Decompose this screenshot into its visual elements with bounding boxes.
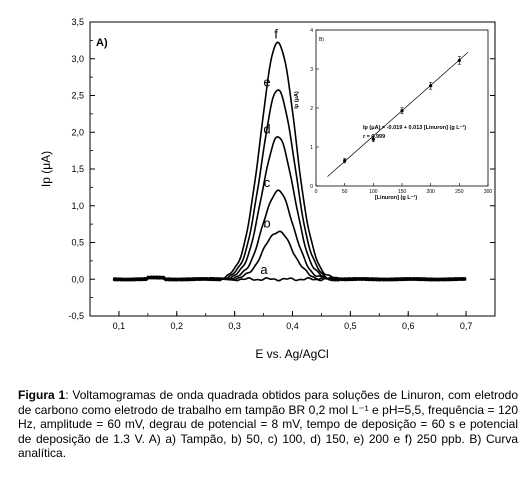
inset-data-point xyxy=(429,84,433,88)
y-tick-label: -0,5 xyxy=(68,311,84,321)
x-tick-label: 0,2 xyxy=(171,321,184,331)
x-tick-label: 0,7 xyxy=(460,321,473,331)
curve-c xyxy=(112,189,467,282)
inset-y-tick-label: 1 xyxy=(310,145,313,151)
x-tick-label: 0,3 xyxy=(228,321,241,331)
inset-y-tick-label: 3 xyxy=(310,67,313,73)
inset-data-point xyxy=(343,159,347,163)
main-axis-ticks: 0,1 0,2 0,3 0,4 0,5 0,6 0,7 -0,5 0,0 0,5 1,0 1,5 2,0… xyxy=(68,17,496,331)
figure-caption: Figura 1: Voltamogramas de onda quadrada… xyxy=(18,388,518,461)
inset-x-tick-label: 0 xyxy=(315,189,318,195)
y-tick-label: 0,5 xyxy=(71,238,84,248)
inset-y-tick-label: 0 xyxy=(310,184,313,190)
inset-x-tick-label: 50 xyxy=(342,189,348,195)
x-tick-label: 0,4 xyxy=(286,321,299,331)
inset-data-point xyxy=(457,58,461,63)
y-tick-label: 1,5 xyxy=(71,164,84,174)
inset-x-tick-label: 100 xyxy=(369,189,378,195)
main-y-axis-title: Ip (μA) xyxy=(39,151,53,187)
inset-y-tick-label: 2 xyxy=(310,106,313,112)
inset-y-tick-label: 4 xyxy=(310,28,313,34)
inset-marks xyxy=(327,52,469,177)
inset-x-tick-label: 200 xyxy=(426,189,435,195)
inset-x-tick-label: 300 xyxy=(484,189,493,195)
inset-data-point xyxy=(400,109,404,113)
curve-f xyxy=(113,41,467,282)
curve-label-f: f xyxy=(274,27,278,42)
panel-label-a: A) xyxy=(96,37,108,49)
caption-text: : Voltamogramas de onda quadrada obtidos… xyxy=(18,388,518,461)
voltammogram-figure: 0,1 0,2 0,3 0,4 0,5 0,6 0,7 -0,5 0,0 0,5 1,0 1,5 2,0… xyxy=(39,17,496,361)
inset-fit-line xyxy=(327,52,469,177)
inset-data-point xyxy=(371,137,375,141)
curve-b xyxy=(112,230,467,282)
inset-x-tick-label: 250 xyxy=(455,189,464,195)
y-tick-label: 2,0 xyxy=(71,127,84,137)
y-tick-label: 0,0 xyxy=(71,274,84,284)
inset-x-axis-title: [Linuron] (g L⁻¹) xyxy=(375,194,417,201)
main-x-axis-title: E vs. Ag/AgCl xyxy=(255,347,328,361)
x-tick-label: 0,5 xyxy=(344,321,357,331)
inset-axis-ticks: 0 50 100 150 200 250 300 0 1 2 3 4 xyxy=(310,28,492,195)
inset-r-value: r = 0.999 xyxy=(363,134,385,140)
x-tick-label: 0,1 xyxy=(113,321,126,331)
curve-label-a: a xyxy=(260,262,268,277)
curve-label-b: b xyxy=(263,215,270,230)
y-tick-label: 2,5 xyxy=(71,91,84,101)
caption-label: Figura 1 xyxy=(18,388,66,402)
y-tick-label: 3,0 xyxy=(71,54,84,64)
y-tick-label: 3,5 xyxy=(71,17,84,27)
x-tick-label: 0,6 xyxy=(402,321,415,331)
inset-y-axis-title: Ip (μA) xyxy=(294,91,300,109)
inset-equation: Ip (μA) = -0.019 + 0.013 [Linuron] (g L⁻… xyxy=(363,124,466,131)
curve-label-c: c xyxy=(264,175,271,190)
inset-x-tick-label: 150 xyxy=(398,189,407,195)
y-tick-label: 1,0 xyxy=(71,201,84,211)
panel-label-b: B) xyxy=(319,37,324,43)
